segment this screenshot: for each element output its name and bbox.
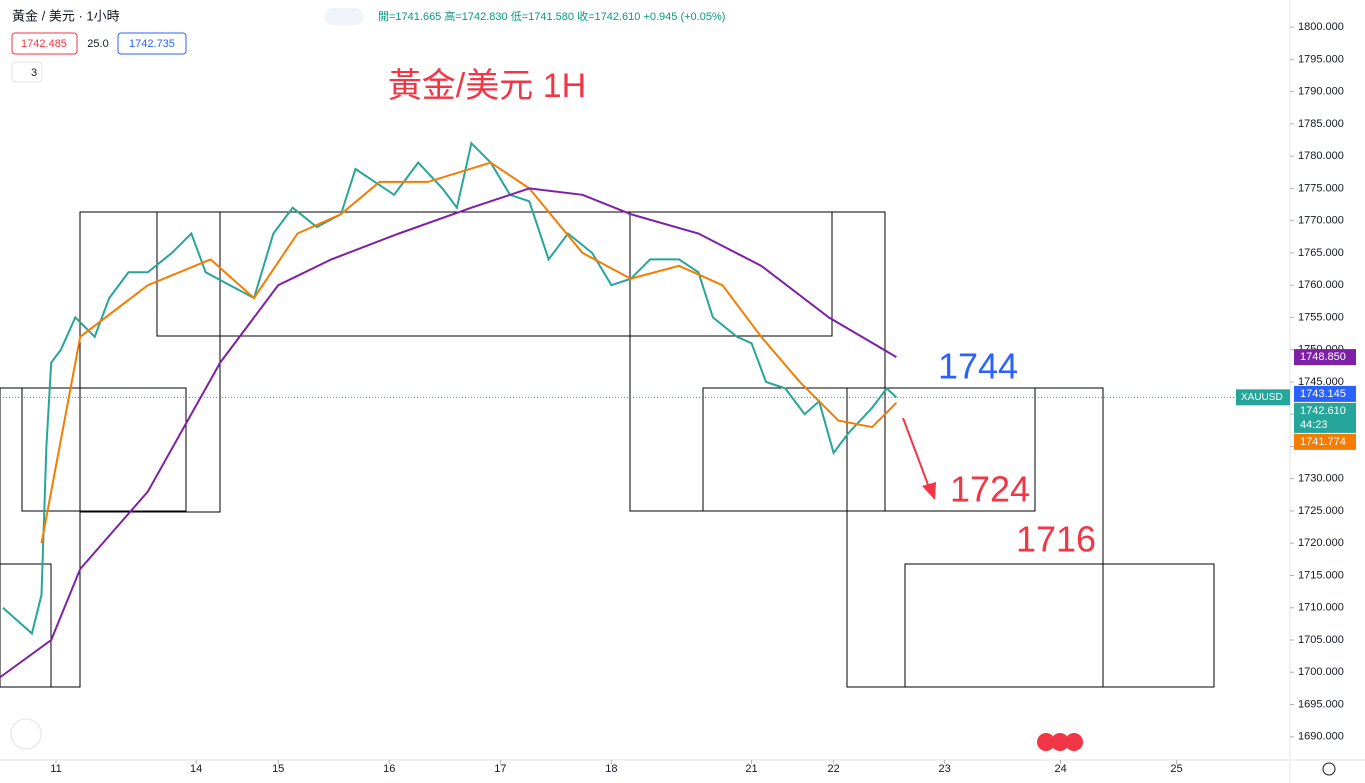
x-tick-label: 17 (494, 763, 506, 775)
y-tick-label: 1775.000 (1298, 182, 1344, 194)
y-tick-label: 1730.000 (1298, 473, 1344, 485)
x-tick-label: 18 (605, 763, 617, 775)
x-tick-label: 11 (50, 763, 61, 775)
y-tick-label: 1695.000 (1298, 698, 1344, 710)
event-flags (1037, 733, 1083, 751)
y-tick-label: 1785.000 (1298, 118, 1344, 130)
series-line (40, 161, 898, 544)
y-tick-label: 1710.000 (1298, 602, 1344, 614)
bid-box[interactable] (11, 32, 78, 55)
symbol-bg (1236, 389, 1290, 406)
x-tick-label: 16 (383, 763, 395, 775)
symbol: 黃金 / 美元 · 1小時 (12, 8, 120, 23)
annotation: 1724 (950, 469, 1030, 510)
settings[interactable] (1322, 762, 1336, 776)
annotation: 1716 (1016, 519, 1096, 560)
y-tick-label: 1700.000 (1298, 666, 1344, 678)
y-tick-label: 1770.000 (1298, 215, 1344, 227)
chart-title: 黃金/美元 1H (388, 67, 586, 105)
price-label: 1743.145 (1300, 388, 1346, 400)
box (629, 211, 833, 337)
scroll-button[interactable] (10, 718, 42, 750)
ohlc: 開=1741.665 高=1742.830 低=1741.580 收=1742.… (378, 9, 725, 23)
spread: 25.0 (87, 38, 108, 50)
y-tick-label: 1690.000 (1298, 731, 1344, 743)
indicator-toggle[interactable] (11, 61, 43, 83)
y-tick-label: 1800.000 (1298, 21, 1344, 33)
price-label: 1741.774 (1300, 436, 1346, 448)
arrow (902, 417, 931, 491)
y-tick-label: 1715.000 (1298, 569, 1344, 581)
drawings (0, 211, 1215, 688)
box (0, 387, 81, 688)
arrow-head (922, 482, 936, 500)
price-label-bg (1294, 349, 1356, 366)
y-tick-label: 1705.000 (1298, 634, 1344, 646)
box (904, 563, 1215, 688)
box (0, 563, 52, 688)
x-tick-label: 22 (827, 763, 839, 775)
x-tick-label: 21 (745, 763, 757, 775)
x-tick-label: 14 (190, 763, 202, 775)
y-tick-label: 1780.000 (1298, 150, 1344, 162)
y-tick-label: 1720.000 (1298, 537, 1344, 549)
y-tick-label: 1790.000 (1298, 86, 1344, 98)
indicator-count: 3 (31, 67, 37, 79)
y-tick-label: 1795.000 (1298, 53, 1344, 65)
bid: 1742.485 (21, 38, 67, 50)
x-tick-label: 24 (1054, 763, 1066, 775)
toggle[interactable] (325, 8, 363, 25)
price-label-bg (1294, 385, 1356, 402)
y-tick-label: 1745.000 (1298, 376, 1344, 388)
series-line (2, 141, 898, 636)
x-tick-label: 23 (939, 763, 951, 775)
x-tick-label: 15 (272, 763, 284, 775)
price-label-bg (1294, 402, 1356, 433)
box (21, 387, 187, 512)
countdown: 44:23 (1300, 419, 1328, 431)
symbol-label: XAUUSD (1241, 392, 1283, 403)
ask: 1742.735 (129, 38, 175, 50)
y-tick-label: 1765.000 (1298, 247, 1344, 259)
price-label: 1748.850 (1300, 351, 1346, 363)
annotation: 1744 (938, 346, 1018, 387)
price-label-bg (1294, 433, 1356, 450)
ask-box[interactable] (117, 32, 187, 55)
y-tick-label: 1760.000 (1298, 279, 1344, 291)
price-label: 1742.610 (1300, 405, 1346, 417)
y-tick-label: 1755.000 (1298, 311, 1344, 323)
series-line (0, 187, 897, 679)
x-tick-label: 25 (1170, 763, 1182, 775)
y-tick-label: 1725.000 (1298, 505, 1344, 517)
